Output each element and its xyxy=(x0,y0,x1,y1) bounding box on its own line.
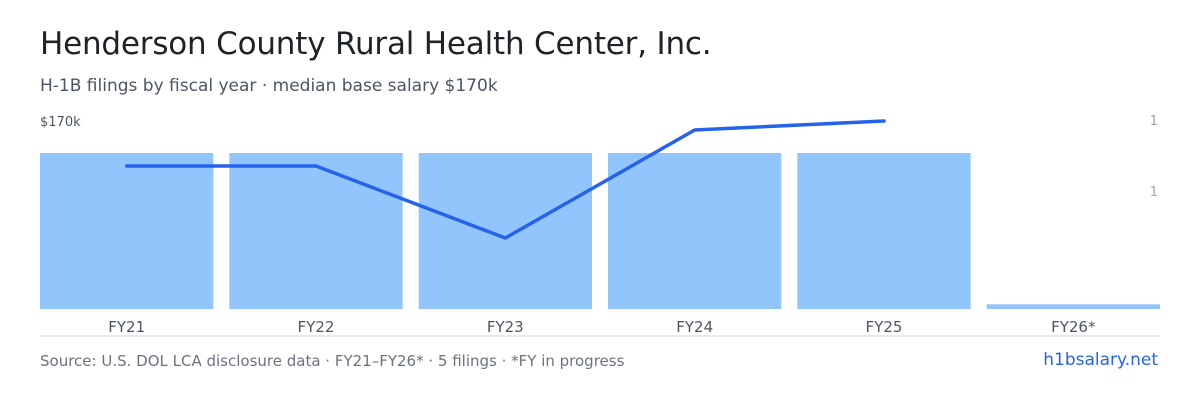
x-tick-label: FY25 xyxy=(866,318,903,336)
brand-link[interactable]: h1bsalary.net xyxy=(1043,350,1158,370)
left-axis-tick-label: $170k xyxy=(40,115,81,130)
median-salary-line xyxy=(124,119,886,240)
bar-fy22 xyxy=(229,153,403,309)
bar-fy24 xyxy=(608,153,782,309)
right-axis-tick-label: 1 xyxy=(1150,114,1158,129)
source-note: Source: U.S. DOL LCA disclosure data · F… xyxy=(40,352,625,370)
bar-fy23 xyxy=(418,153,592,309)
x-tick-labels: FY21 FY22 FY23 FY24 FY25 FY26* xyxy=(108,318,1096,336)
x-tick-label: FY22 xyxy=(298,318,335,336)
x-tick-label: FY26* xyxy=(1051,318,1096,336)
bars-layer xyxy=(40,153,1160,309)
page-subtitle: H-1B filings by fiscal year · median bas… xyxy=(40,76,498,96)
x-tick-label: FY24 xyxy=(676,318,713,336)
x-tick-label: FY23 xyxy=(487,318,524,336)
bar-fy25 xyxy=(797,153,971,309)
bar-fy26 xyxy=(986,304,1160,309)
right-axis-tick-label: 1 xyxy=(1150,185,1158,200)
page-title: Henderson County Rural Health Center, In… xyxy=(40,26,712,62)
x-tick-label: FY21 xyxy=(108,318,145,336)
bar-fy21 xyxy=(40,153,214,309)
